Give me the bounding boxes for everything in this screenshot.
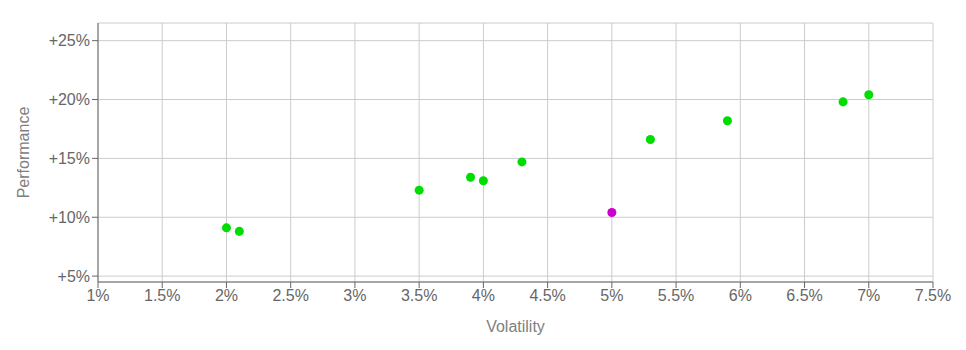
svg-text:3.5%: 3.5% [401,287,437,304]
svg-text:5.5%: 5.5% [658,287,694,304]
svg-text:1%: 1% [86,287,109,304]
svg-text:3%: 3% [343,287,366,304]
svg-text:Performance: Performance [15,107,32,199]
svg-text:2%: 2% [215,287,238,304]
svg-text:+15%: +15% [49,150,90,167]
svg-text:6%: 6% [729,287,752,304]
svg-text:1.5%: 1.5% [144,287,180,304]
svg-text:+5%: +5% [58,268,90,285]
svg-text:2.5%: 2.5% [272,287,308,304]
svg-text:6.5%: 6.5% [786,287,822,304]
svg-text:+25%: +25% [49,32,90,49]
svg-text:4.5%: 4.5% [529,287,565,304]
svg-text:7%: 7% [857,287,880,304]
svg-text:4%: 4% [472,287,495,304]
svg-text:+10%: +10% [49,209,90,226]
svg-text:7.5%: 7.5% [915,287,951,304]
svg-text:5%: 5% [600,287,623,304]
svg-text:+20%: +20% [49,91,90,108]
svg-text:Volatility: Volatility [486,318,545,335]
